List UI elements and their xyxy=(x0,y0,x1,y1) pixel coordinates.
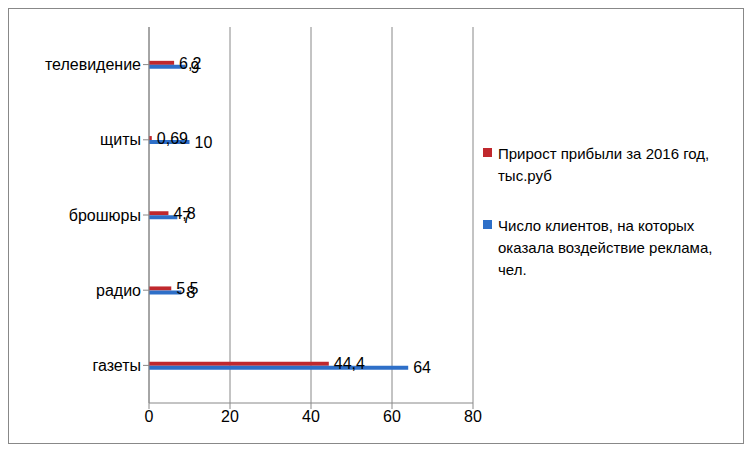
svg-text:0,69: 0,69 xyxy=(157,130,188,147)
svg-text:40: 40 xyxy=(302,408,320,425)
svg-text:7: 7 xyxy=(182,209,191,226)
html-text:Прирост прибыли за 2016 год, т: Прирост прибыли за 2016 год, тыс.руб xyxy=(498,145,710,184)
svg-text:щиты: щиты xyxy=(100,131,141,148)
svg-text:44,4: 44,4 xyxy=(334,355,365,372)
svg-text:80: 80 xyxy=(464,408,482,425)
svg-text:8: 8 xyxy=(186,284,195,301)
svg-text:0: 0 xyxy=(145,408,154,425)
svg-text:брошюры: брошюры xyxy=(69,207,141,224)
svg-text:20: 20 xyxy=(221,408,239,425)
svg-text:10: 10 xyxy=(195,134,213,151)
html-text:Число клиентов, на которых ока: Число клиентов, на которых оказала возде… xyxy=(498,217,713,278)
svg-text:60: 60 xyxy=(383,408,401,425)
svg-text:телевидение: телевидение xyxy=(45,56,141,73)
svg-text:9: 9 xyxy=(190,59,199,76)
svg-text:4,8: 4,8 xyxy=(173,204,196,222)
svg-text:64: 64 xyxy=(413,359,431,376)
svg-text:радио: радио xyxy=(96,282,141,299)
svg-text:газеты: газеты xyxy=(92,357,141,374)
